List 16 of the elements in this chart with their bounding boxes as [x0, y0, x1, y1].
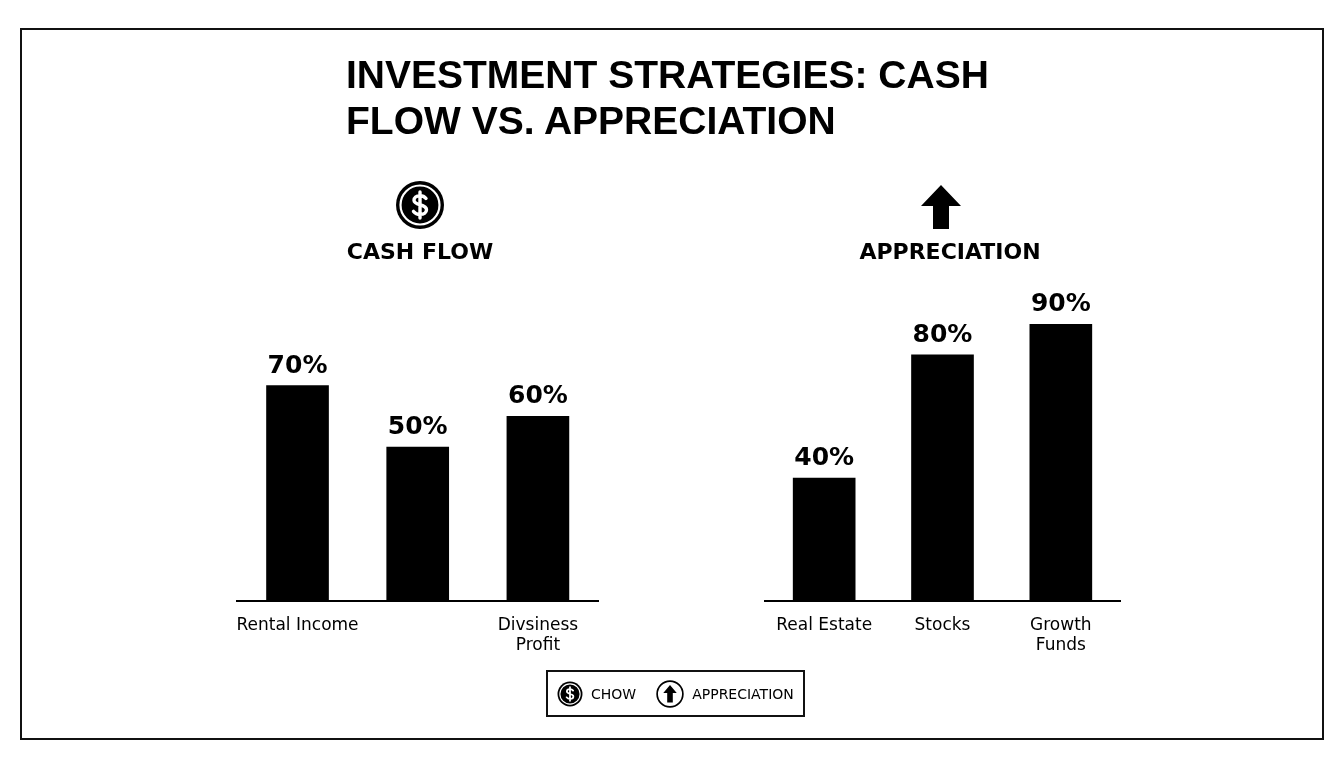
legend-label: CHOW — [591, 685, 637, 702]
x-tick-label: Growth Funds — [1030, 613, 1092, 655]
data-label: 60% — [507, 380, 568, 410]
data-label: 40% — [794, 442, 855, 471]
data-label: 80% — [912, 318, 973, 348]
chart-title: INVESTMENT STRATEGIES: CASH FLOW VS. APPRECIATION — [346, 52, 990, 144]
chart-subtitle: APPRECIATION — [858, 238, 1042, 266]
data-label: 70% — [267, 349, 328, 379]
x-tick-label: Rental Income — [236, 613, 359, 634]
x-tick-label: Stocks — [914, 613, 971, 634]
x-tick-label: Divsiness Profit — [497, 613, 579, 655]
data-label: 90% — [1030, 288, 1091, 317]
legend-label: APPRECIATION — [692, 685, 794, 702]
chart-subtitle: CASH FLOW — [345, 238, 495, 266]
x-tick-label: Real Estate — [776, 613, 873, 634]
data-label: 50% — [387, 411, 448, 441]
